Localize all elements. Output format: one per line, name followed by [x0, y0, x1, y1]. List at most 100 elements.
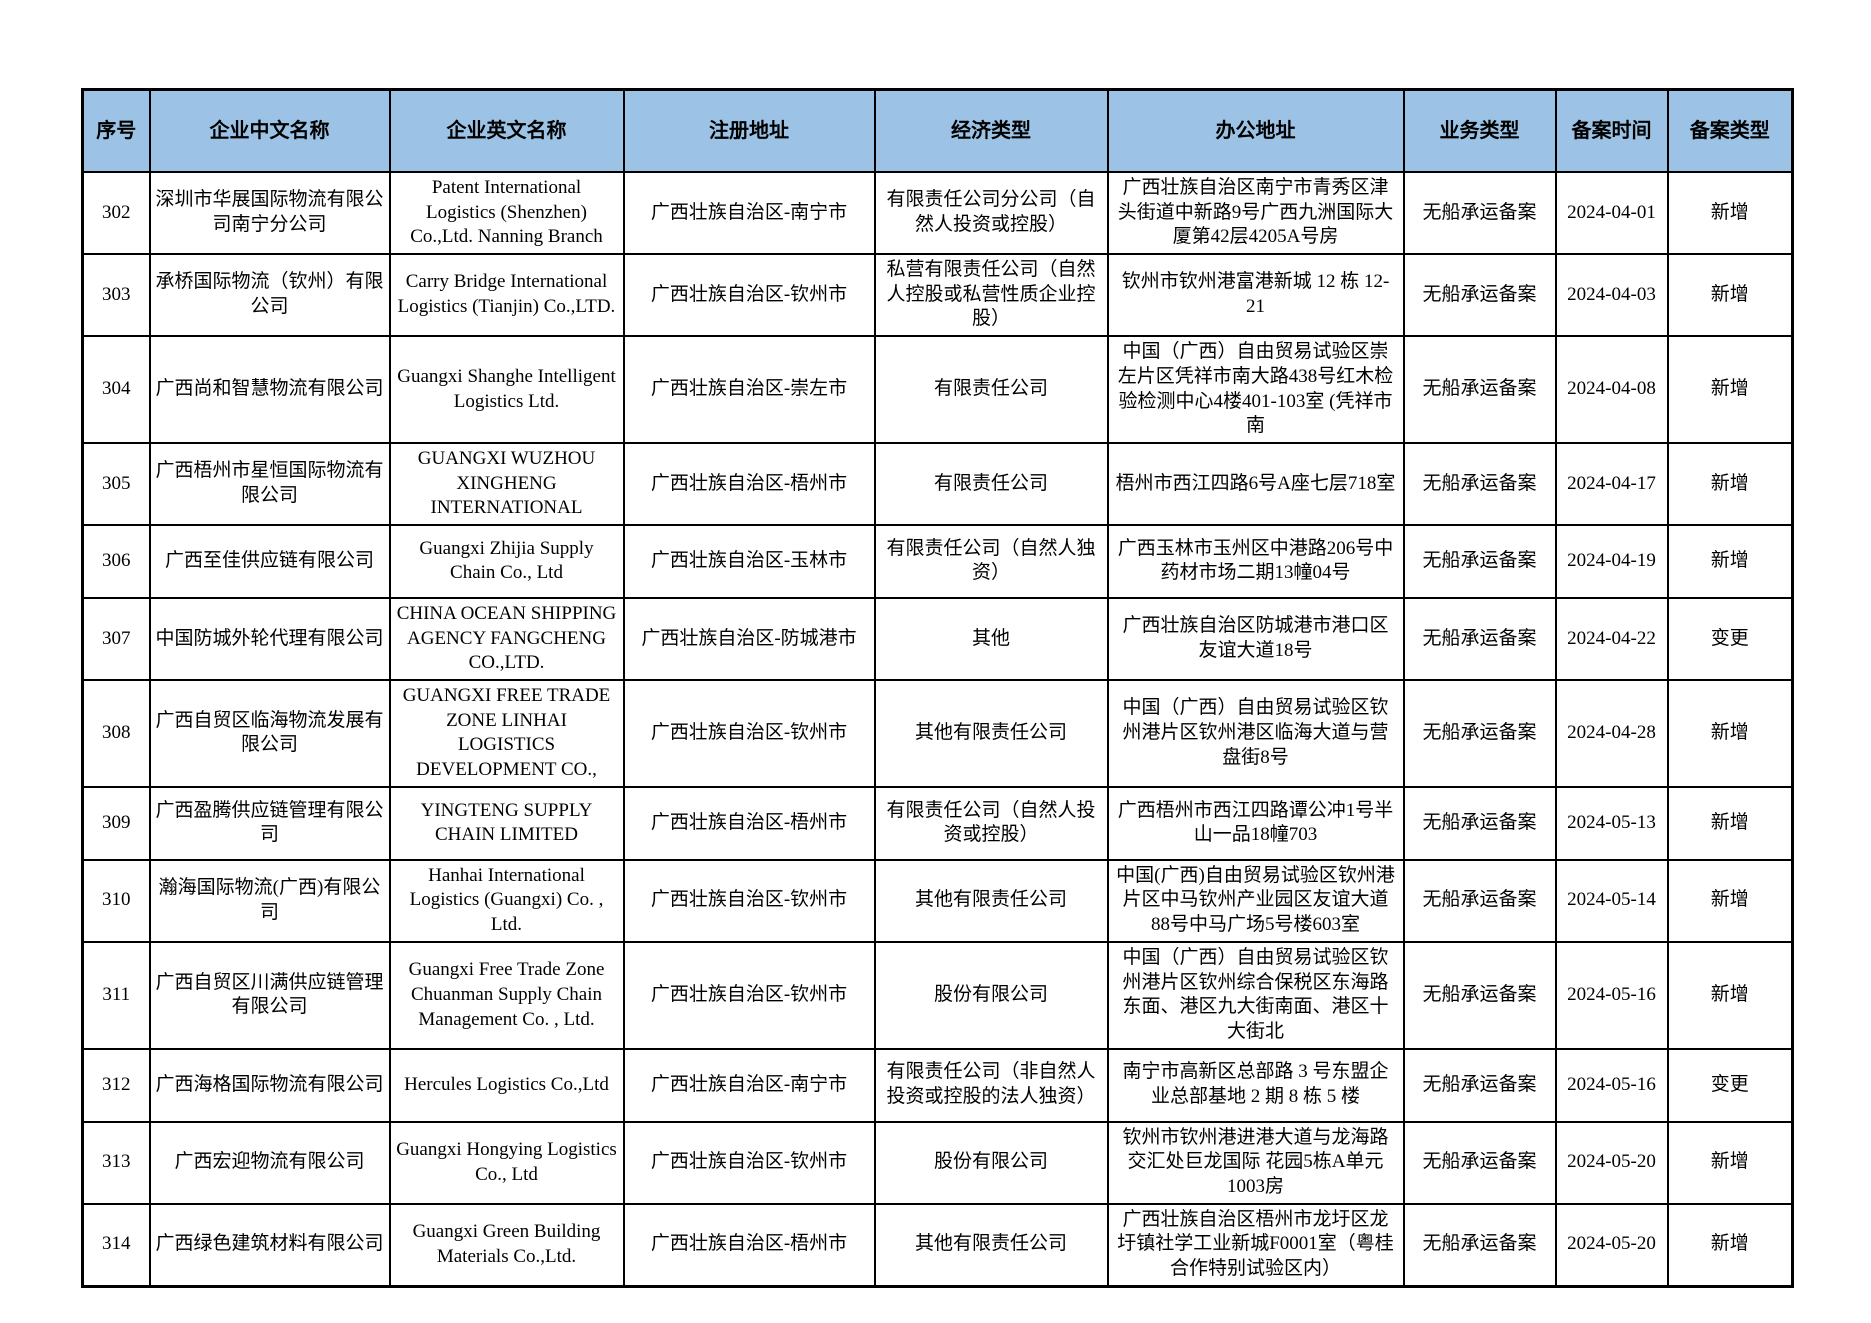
cell-office-address: 广西梧州市西江四路谭公冲1号半山一品18幢703: [1106, 785, 1405, 861]
cell-economic-type: 其他有限责任公司: [873, 679, 1109, 788]
cell-record-date: 2024-04-01: [1554, 170, 1669, 256]
cell-index: 308: [81, 679, 151, 788]
cell-record-type: 变更: [1666, 596, 1794, 682]
table-header-row: 序号 企业中文名称 企业英文名称 注册地址 经济类型 办公地址 业务类型 备案时…: [81, 88, 1794, 173]
table-row: 304 广西尚和智慧物流有限公司 Guangxi Shanghe Intellige…: [81, 335, 1794, 444]
cell-record-type: 新增: [1666, 785, 1794, 861]
cell-cn-name: 广西自贸区川满供应链管理有限公司: [148, 940, 391, 1050]
cell-registered-address: 广西壮族自治区-玉林市: [622, 523, 876, 599]
cell-economic-type: 有限责任公司（非自然人投资或控股的法人独资）: [873, 1047, 1109, 1123]
cell-cn-name: 瀚海国际物流(广西)有限公司: [148, 858, 391, 943]
cell-record-date: 2024-05-20: [1554, 1120, 1669, 1205]
cell-business-type: 无船承运备案: [1402, 1202, 1557, 1288]
cell-business-type: 无船承运备案: [1402, 858, 1557, 943]
cell-business-type: 无船承运备案: [1402, 679, 1557, 788]
cell-record-date: 2024-05-16: [1554, 940, 1669, 1050]
cell-registered-address: 广西壮族自治区-梧州市: [622, 1202, 876, 1288]
cell-registered-address: 广西壮族自治区-防城港市: [622, 596, 876, 682]
cell-registered-address: 广西壮族自治区-钦州市: [622, 1120, 876, 1205]
cell-office-address: 中国(广西)自由贸易试验区钦州港片区中马钦州产业园区友谊大道88号中马广场5号楼…: [1106, 858, 1405, 943]
cell-registered-address: 广西壮族自治区-梧州市: [622, 785, 876, 861]
cell-cn-name: 广西绿色建筑材料有限公司: [148, 1202, 391, 1288]
cell-cn-name: 广西尚和智慧物流有限公司: [148, 335, 391, 444]
cell-office-address: 中国（广西）自由贸易试验区崇左片区凭祥市南大路438号红木检验检测中心4楼401…: [1106, 335, 1405, 444]
cell-index: 302: [81, 170, 151, 256]
cell-en-name: Guangxi Green Building Materials Co.,Ltd…: [388, 1202, 625, 1288]
table-row: 302 深圳市华展国际物流有限公司南宁分公司 Patent Internationa…: [81, 170, 1794, 256]
cell-index: 313: [81, 1120, 151, 1205]
cell-en-name: YINGTENG SUPPLY CHAIN LIMITED: [388, 785, 625, 861]
cell-office-address: 广西壮族自治区防城港市港口区友谊大道18号: [1106, 596, 1405, 682]
table-row: 303 承桥国际物流（钦州）有限公司 Carry Bridge Internatio…: [81, 253, 1794, 338]
cell-business-type: 无船承运备案: [1402, 170, 1557, 256]
cell-office-address: 广西壮族自治区梧州市龙圩区龙圩镇社学工业新城F0001室（粤桂合作特别试验区内）: [1106, 1202, 1405, 1288]
cell-cn-name: 广西宏迎物流有限公司: [148, 1120, 391, 1205]
cell-business-type: 无船承运备案: [1402, 1047, 1557, 1123]
cell-index: 303: [81, 253, 151, 338]
companies-table: 序号 企业中文名称 企业英文名称 注册地址 经济类型 办公地址 业务类型 备案时…: [81, 88, 1794, 1288]
col-header-en-name: 企业英文名称: [388, 88, 625, 173]
cell-office-address: 中国（广西）自由贸易试验区钦州港片区钦州港区临海大道与营盘街8号: [1106, 679, 1405, 788]
cell-en-name: Guangxi Free Trade Zone Chuanman Supply …: [388, 940, 625, 1050]
cell-economic-type: 有限责任公司: [873, 441, 1109, 526]
cell-registered-address: 广西壮族自治区-钦州市: [622, 940, 876, 1050]
cell-record-type: 新增: [1666, 858, 1794, 943]
cell-record-type: 新增: [1666, 253, 1794, 338]
cell-business-type: 无船承运备案: [1402, 1120, 1557, 1205]
cell-cn-name: 承桥国际物流（钦州）有限公司: [148, 253, 391, 338]
cell-record-date: 2024-05-20: [1554, 1202, 1669, 1288]
cell-business-type: 无船承运备案: [1402, 441, 1557, 526]
col-header-registered-address: 注册地址: [622, 88, 876, 173]
cell-registered-address: 广西壮族自治区-南宁市: [622, 1047, 876, 1123]
table-row: 309 广西盈腾供应链管理有限公司 YINGTENG SUPPLY CHAIN LI…: [81, 785, 1794, 861]
col-header-office-address: 办公地址: [1106, 88, 1405, 173]
cell-index: 310: [81, 858, 151, 943]
col-header-index: 序号: [81, 88, 151, 173]
cell-record-date: 2024-04-08: [1554, 335, 1669, 444]
cell-business-type: 无船承运备案: [1402, 785, 1557, 861]
cell-record-date: 2024-04-17: [1554, 441, 1669, 526]
cell-record-date: 2024-04-19: [1554, 523, 1669, 599]
cell-en-name: Guangxi Shanghe Intelligent Logistics Lt…: [388, 335, 625, 444]
cell-record-type: 新增: [1666, 679, 1794, 788]
cell-index: 304: [81, 335, 151, 444]
cell-cn-name: 广西自贸区临海物流发展有限公司: [148, 679, 391, 788]
cell-cn-name: 广西海格国际物流有限公司: [148, 1047, 391, 1123]
cell-office-address: 广西壮族自治区南宁市青秀区津头街道中新路9号广西九洲国际大厦第42层4205A号…: [1106, 170, 1405, 256]
table-row: 308 广西自贸区临海物流发展有限公司 GUANGXI FREE TRADE ZON…: [81, 679, 1794, 788]
cell-economic-type: 有限责任公司（自然人投资或控股）: [873, 785, 1109, 861]
cell-office-address: 广西玉林市玉州区中港路206号中药材市场二期13幢04号: [1106, 523, 1405, 599]
cell-record-type: 新增: [1666, 170, 1794, 256]
cell-registered-address: 广西壮族自治区-钦州市: [622, 679, 876, 788]
cell-office-address: 南宁市高新区总部路 3 号东盟企业总部基地 2 期 8 栋 5 楼: [1106, 1047, 1405, 1123]
cell-economic-type: 私营有限责任公司（自然人控股或私营性质企业控股）: [873, 253, 1109, 338]
cell-record-type: 新增: [1666, 441, 1794, 526]
cell-registered-address: 广西壮族自治区-梧州市: [622, 441, 876, 526]
cell-cn-name: 深圳市华展国际物流有限公司南宁分公司: [148, 170, 391, 256]
cell-en-name: Guangxi Hongying Logistics Co., Ltd: [388, 1120, 625, 1205]
col-header-record-type: 备案类型: [1666, 88, 1794, 173]
table-header: 序号 企业中文名称 企业英文名称 注册地址 经济类型 办公地址 业务类型 备案时…: [81, 88, 1794, 173]
cell-en-name: Hercules Logistics Co.,Ltd: [388, 1047, 625, 1123]
table-row: 306 广西至佳供应链有限公司 Guangxi Zhijia Supply Chai…: [81, 523, 1794, 599]
col-header-business-type: 业务类型: [1402, 88, 1557, 173]
cell-economic-type: 有限责任公司: [873, 335, 1109, 444]
cell-business-type: 无船承运备案: [1402, 523, 1557, 599]
table-row: 310 瀚海国际物流(广西)有限公司 Hanhai International Lo…: [81, 858, 1794, 943]
cell-office-address: 钦州市钦州港富港新城 12 栋 12-21: [1106, 253, 1405, 338]
cell-economic-type: 有限责任公司分公司（自然人投资或控股）: [873, 170, 1109, 256]
cell-registered-address: 广西壮族自治区-南宁市: [622, 170, 876, 256]
cell-business-type: 无船承运备案: [1402, 335, 1557, 444]
cell-index: 309: [81, 785, 151, 861]
cell-registered-address: 广西壮族自治区-钦州市: [622, 858, 876, 943]
cell-cn-name: 广西至佳供应链有限公司: [148, 523, 391, 599]
cell-record-date: 2024-05-14: [1554, 858, 1669, 943]
cell-en-name: GUANGXI WUZHOU XINGHENG INTERNATIONAL: [388, 441, 625, 526]
cell-index: 314: [81, 1202, 151, 1288]
cell-en-name: CHINA OCEAN SHIPPING AGENCY FANGCHENG CO…: [388, 596, 625, 682]
col-header-cn-name: 企业中文名称: [148, 88, 391, 173]
cell-record-type: 新增: [1666, 1120, 1794, 1205]
cell-record-type: 新增: [1666, 523, 1794, 599]
col-header-economic-type: 经济类型: [873, 88, 1109, 173]
